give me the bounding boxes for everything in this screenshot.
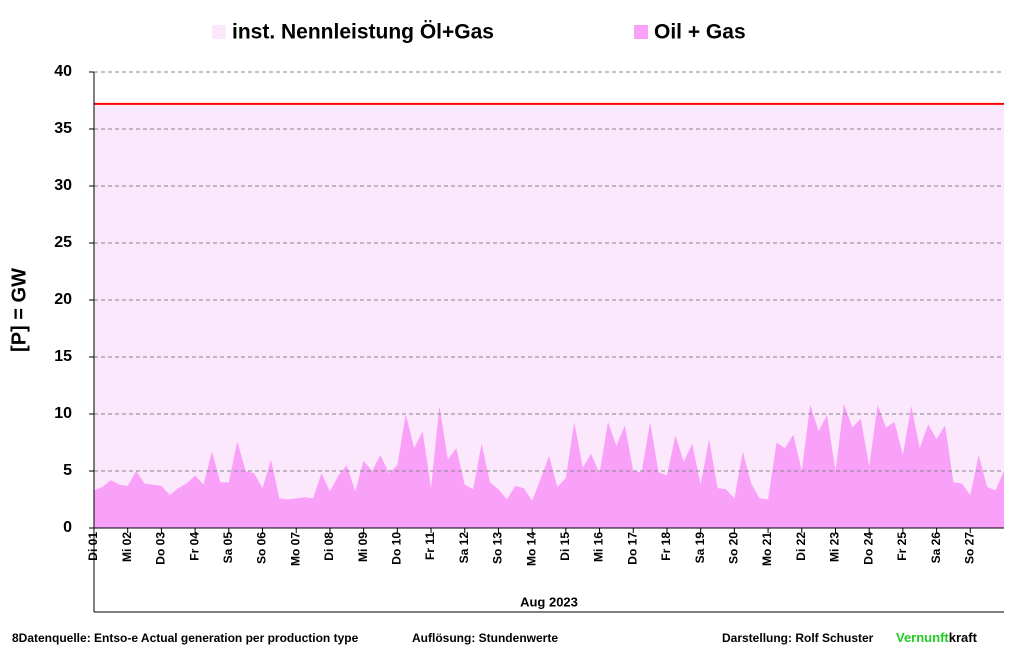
x-tick-label: Di 01 <box>86 532 100 561</box>
x-tick-label: Mi 09 <box>356 532 370 562</box>
brand-a: Vernunft <box>896 630 949 645</box>
x-tick-label: Do 03 <box>154 532 168 565</box>
x-tick-label: Do 10 <box>390 532 404 565</box>
area <box>94 403 1004 528</box>
x-tick-label: Do 17 <box>625 532 639 565</box>
x-tick-label: Sa 12 <box>457 532 471 564</box>
legend-label: inst. Nennleistung Öl+Gas <box>232 21 494 44</box>
legend-swatch <box>634 25 648 39</box>
x-tick-label: Sa 19 <box>693 532 707 564</box>
x-tick-label: Sa 05 <box>221 532 235 564</box>
brand-b: kraft <box>949 630 978 645</box>
x-tick-label: So 06 <box>255 532 269 564</box>
y-tick-label: 5 <box>63 462 72 479</box>
x-tick-label: Di 08 <box>322 532 336 561</box>
x-tick-label: So 27 <box>962 532 976 564</box>
x-tick-label: Di 15 <box>558 532 572 561</box>
x-axis-label: Aug 2023 <box>520 594 578 609</box>
x-tick-label: Mo 21 <box>760 532 774 566</box>
footer-brand: Vernunftkraft <box>896 630 978 645</box>
footer-author: Darstellung: Rolf Schuster <box>722 631 874 645</box>
legend-label: Oil + Gas <box>654 21 746 44</box>
x-tick-label: So 13 <box>491 532 505 564</box>
x-tick-label: Fr 25 <box>895 532 909 561</box>
x-tick-label: Fr 04 <box>187 532 201 561</box>
area <box>94 103 1004 529</box>
y-tick-label: 40 <box>54 63 72 80</box>
y-tick-label: 30 <box>54 177 72 194</box>
y-tick-label: 0 <box>63 519 72 536</box>
x-tick-label: Do 24 <box>861 532 875 565</box>
x-tick-label: Fr 11 <box>423 532 437 560</box>
legend-swatch <box>212 25 226 39</box>
y-tick-label: 35 <box>54 120 72 137</box>
x-tick-label: Sa 26 <box>929 532 943 564</box>
footer-source: 8Datenquelle: Entso-e Actual generation … <box>12 631 359 645</box>
y-tick-label: 20 <box>54 291 72 308</box>
x-tick-label: Di 22 <box>794 532 808 561</box>
x-tick-label: Mo 14 <box>524 532 538 566</box>
x-tick-label: Mi 23 <box>828 532 842 562</box>
x-tick-label: Mi 02 <box>120 532 134 562</box>
x-tick-label: So 20 <box>727 532 741 564</box>
x-tick-label: Mi 16 <box>592 532 606 562</box>
y-axis-label: [P] = GW <box>8 268 30 352</box>
x-tick-label: Fr 18 <box>659 532 673 561</box>
x-tick-label: Mo 07 <box>288 532 302 566</box>
y-tick-label: 15 <box>54 348 72 365</box>
y-tick-label: 10 <box>54 405 72 422</box>
footer-resolution: Auflösung: Stundenwerte <box>412 631 558 645</box>
y-tick-label: 25 <box>54 234 72 251</box>
